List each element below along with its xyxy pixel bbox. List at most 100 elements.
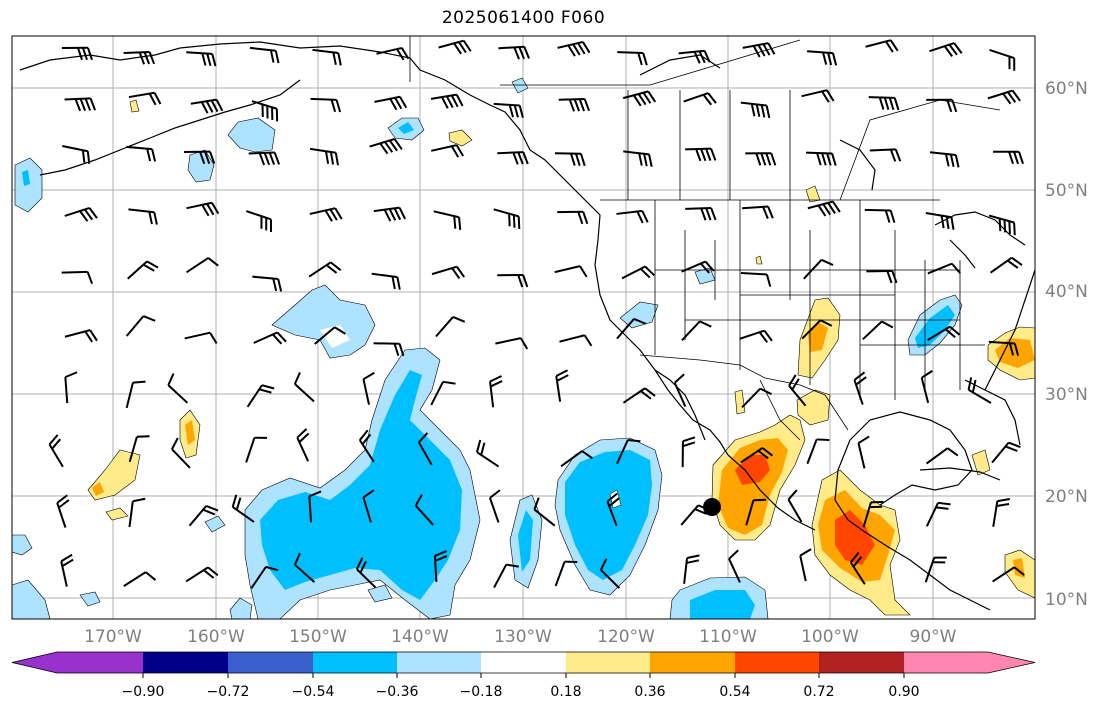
wind-barb — [801, 319, 833, 340]
colorbar-segment — [313, 652, 397, 673]
lon-label: 170°W — [84, 627, 142, 647]
lat-label: 20°N — [1045, 487, 1088, 507]
lat-label: 40°N — [1045, 282, 1088, 302]
colorbar-tick-label: 0.18 — [550, 684, 581, 700]
wind-barb — [64, 329, 98, 343]
wind-barb — [296, 428, 310, 462]
wind-barb — [489, 375, 503, 408]
wind-barb — [621, 265, 655, 280]
wind-barb — [554, 560, 578, 587]
wind-barb — [745, 152, 777, 166]
wind-barb — [294, 552, 316, 583]
wind-barb — [171, 437, 191, 469]
colorbar-segment — [650, 652, 735, 673]
wind-barb — [253, 331, 287, 345]
colorbar-tick-label: −0.90 — [122, 684, 165, 700]
wind-barb — [64, 97, 97, 112]
colorbar-segment — [481, 652, 566, 673]
wind-barb — [128, 91, 162, 106]
wind-barb — [373, 342, 405, 357]
colorbar-extend-high — [904, 652, 1035, 673]
wind-barb — [989, 49, 1016, 71]
colorbar-segment — [735, 652, 819, 673]
wind-barb — [745, 498, 767, 526]
wind-barb — [64, 371, 78, 404]
wind-barb — [803, 258, 834, 280]
wind-barb — [438, 39, 472, 55]
wind-barb — [801, 89, 835, 103]
wind-barb — [309, 147, 339, 166]
wind-barb — [498, 45, 530, 60]
wind-barb — [495, 337, 529, 350]
wind-barb — [926, 98, 958, 113]
wind-barb — [497, 151, 529, 165]
wind-barb — [788, 374, 807, 407]
wind-barb — [251, 100, 279, 122]
lon-label: 140°W — [391, 627, 449, 647]
wind-barb — [308, 261, 342, 278]
wind-barb — [123, 571, 157, 587]
wind-barb — [740, 101, 771, 119]
wind-barb — [252, 275, 283, 292]
wind-barb — [993, 150, 1024, 165]
colorbar: −0.90 −0.72 −0.54 −0.36 −0.18 0.18 0.36 0.54 0.7… — [11, 651, 1036, 700]
wind-barb — [862, 500, 884, 528]
colorbar-tick-label: −0.54 — [292, 684, 335, 700]
wind-barb — [61, 46, 93, 61]
map-area — [11, 35, 1036, 620]
wind-barb — [167, 373, 189, 404]
wind-barb — [249, 46, 280, 64]
wind-barb — [616, 209, 649, 224]
wind-barb — [862, 320, 894, 341]
location-marker — [703, 498, 721, 516]
wind-barb — [617, 51, 648, 66]
wind-barb — [250, 565, 279, 589]
wind-barb — [186, 51, 217, 67]
wind-barb — [312, 48, 342, 66]
wind-barb — [683, 554, 700, 584]
wind-barb — [557, 210, 589, 225]
wind-barb — [186, 201, 220, 217]
wind-barb — [678, 49, 711, 64]
wind-barb — [355, 557, 377, 589]
wind-barb — [606, 492, 620, 527]
colorbar-tick-label: 0.72 — [803, 684, 834, 700]
wind-barb — [740, 271, 772, 287]
wind-barb — [992, 566, 1025, 583]
lat-label: 10°N — [1045, 590, 1088, 610]
wind-barb — [681, 320, 712, 341]
wind-barb — [924, 556, 947, 583]
lon-label: 90°W — [910, 627, 957, 647]
wind-barb — [622, 90, 657, 107]
lon-label: 110°W — [699, 627, 757, 647]
wind-barb — [245, 436, 268, 463]
colorbar-extend-low — [12, 652, 143, 673]
wind-barb — [128, 435, 150, 463]
wind-barb — [857, 435, 870, 469]
colorbar-segment — [397, 652, 481, 673]
wind-barb — [362, 371, 375, 405]
wind-barb — [989, 256, 1023, 274]
wind-barb — [868, 96, 900, 111]
wind-barb — [925, 501, 951, 527]
wind-barb — [533, 497, 556, 527]
wind-barb — [358, 429, 375, 463]
wind-barb — [673, 373, 687, 407]
wind-barb — [125, 315, 156, 337]
wind-barb — [430, 380, 456, 406]
lon-label: 100°W — [801, 627, 859, 647]
colorbar-outline — [11, 651, 1036, 674]
wind-barb — [126, 145, 157, 162]
wind-barb — [309, 207, 343, 222]
wind-barb — [849, 551, 866, 585]
wind-barb — [493, 102, 524, 118]
colorbar-tick-label: −0.72 — [207, 684, 250, 700]
wind-barb — [62, 145, 91, 164]
wind-barb — [231, 494, 255, 523]
wind-barb — [599, 558, 621, 589]
wind-barb — [248, 151, 281, 166]
wind-barbs — [48, 39, 1025, 589]
wind-barb — [435, 316, 466, 338]
wind-barb — [866, 269, 898, 284]
lon-label: 160°W — [187, 627, 245, 647]
